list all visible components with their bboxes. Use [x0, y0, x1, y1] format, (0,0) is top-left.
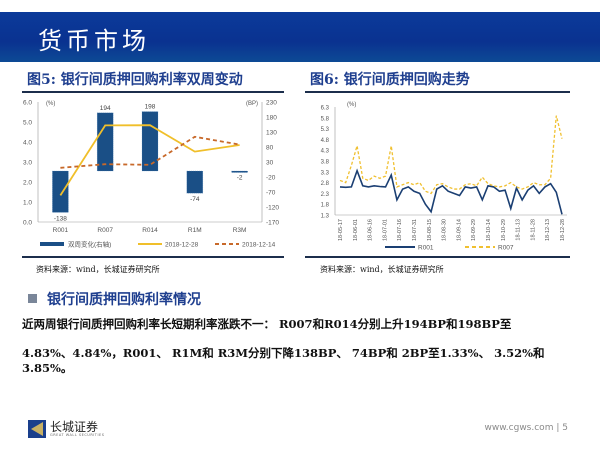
logo-mark-icon: [28, 420, 46, 438]
y-tick-label: 6.3: [321, 106, 330, 112]
left-tick-label: 6.0: [23, 100, 32, 107]
x-tick-label: 18-06-01: [353, 219, 359, 241]
bar-R1M: [186, 170, 204, 194]
page-title: 货币市场: [38, 27, 150, 55]
category-label: R007: [97, 227, 113, 234]
legend-bar-swatch: [40, 242, 64, 246]
figure6-top-rule: [305, 91, 570, 93]
x-tick-label: 18-05-17: [338, 219, 344, 241]
right-tick-label: 30: [266, 160, 274, 167]
x-tick-label: 18-12-13: [545, 219, 551, 241]
figure5-bottom-rule: [22, 256, 284, 258]
left-tick-label: 2.0: [23, 180, 32, 187]
x-tick-label: 18-11-13: [516, 219, 522, 241]
bar-R3M: [231, 170, 248, 173]
category-label: R3M: [233, 227, 247, 234]
line-series-2018-12-28: [59, 124, 240, 196]
figure5-source: 资料来源：wind，长城证券研究所: [36, 265, 160, 274]
y-tick-label: 1.3: [321, 214, 330, 220]
left-tick-label: 1.0: [23, 200, 32, 207]
left-unit-label: (%): [46, 101, 55, 107]
right-tick-label: 80: [266, 145, 274, 152]
x-tick-label: 18-07-01: [382, 219, 388, 241]
footer-url: www.cgws.com | 5: [485, 423, 568, 433]
logo-subtext: GREAT WALL SECURITIES: [50, 433, 105, 437]
bar-R007: [96, 112, 114, 172]
figure6-chart: 1.3 1.8 2.3 2.8 3.3 3.8 4.3 4.8 5.3 5.8 6.3 (%) 18-0…: [321, 102, 567, 252]
y-tick-label: 4.8: [321, 138, 330, 144]
legend-label: R007: [498, 245, 514, 252]
left-tick-label: 4.0: [23, 140, 32, 147]
logo-text: 长城证券: [50, 420, 99, 434]
figure5-title: 图5: 银行间质押回购利率双周变动: [27, 72, 243, 88]
right-tick-label: 230: [266, 100, 277, 107]
legend-label: 2018-12-14: [242, 242, 276, 249]
x-tick-label: 18-10-14: [486, 219, 492, 241]
bar-data-label: 198: [145, 104, 156, 111]
bullet-square-icon: [28, 294, 37, 303]
x-tick-label: 18-08-15: [427, 219, 433, 241]
section-heading: 银行间质押回购利率情况: [28, 289, 201, 309]
y-tick-label: 3.8: [321, 160, 330, 166]
right-tick-label: 180: [266, 115, 277, 122]
x-tick-label: 18-09-29: [471, 219, 477, 241]
right-tick-label: -120: [266, 205, 279, 212]
x-tick-label: 18-07-31: [412, 219, 418, 241]
left-tick-label: 5.0: [23, 120, 32, 127]
bar-R001: [52, 170, 69, 213]
right-tick-label: 130: [266, 130, 277, 137]
left-tick-label: 0.0: [23, 220, 32, 227]
unit-label: (%): [347, 102, 356, 108]
y-tick-label: 4.3: [321, 149, 330, 155]
right-tick-label: -170: [266, 220, 279, 227]
x-tick-label: 18-12-28: [560, 219, 566, 241]
figure6-title: 图6: 银行间质押回购走势: [310, 72, 470, 88]
x-tick-label: 18-11-28: [530, 219, 536, 241]
x-tick-label: 18-07-16: [397, 219, 403, 241]
line-series-R001: [339, 168, 563, 215]
legend-label: 双周变化(右轴): [68, 240, 111, 249]
x-tick-label: 18-08-30: [442, 219, 448, 241]
y-tick-label: 3.3: [321, 170, 330, 176]
paragraph-line-2: 4.83%、4.84%，R001、 R1M和 R3M分别下降138BP、 74B…: [22, 346, 545, 375]
category-label: R1M: [188, 227, 202, 234]
website-link[interactable]: www.cgws.com: [484, 423, 554, 433]
line-series-R007: [339, 115, 563, 195]
legend-label: 2018-12-28: [165, 242, 199, 249]
figure6-source: 资料来源：wind，长城证券研究所: [320, 265, 444, 274]
bar-data-label: -2: [237, 175, 243, 182]
legend-label: R001: [418, 245, 434, 252]
company-logo: 长城证券 GREAT WALL SECURITIES: [28, 420, 104, 438]
right-tick-label: -70: [266, 190, 276, 197]
section-heading-text: 银行间质押回购利率情况: [47, 292, 201, 308]
figure5-chart: 0.0 1.0 2.0 3.0 4.0 5.0 6.0 -170 -120 -70 -20 30 80 1…: [23, 100, 279, 249]
page-number: 5: [562, 423, 568, 433]
right-unit-label: (BP): [246, 101, 258, 107]
x-tick-label: 18-06-16: [368, 219, 374, 241]
bar-data-label: 194: [100, 105, 111, 112]
left-tick-label: 3.0: [23, 160, 32, 167]
y-tick-label: 5.3: [321, 127, 330, 133]
category-label: R001: [53, 227, 69, 234]
footer-separator: |: [556, 423, 560, 433]
y-tick-label: 1.8: [321, 203, 330, 209]
figure6-bottom-rule: [305, 256, 570, 258]
y-tick-label: 2.8: [321, 181, 330, 187]
x-tick-label: 18-09-14: [456, 219, 462, 241]
right-tick-label: -20: [266, 175, 276, 182]
bar-data-label: -138: [54, 215, 67, 222]
category-label: R014: [142, 227, 158, 234]
paragraph-line-1: 近两周银行间质押回购利率长短期利率涨跌不一： R007和R014分别上升194B…: [22, 317, 512, 331]
header-banner: 货币市场: [0, 12, 600, 62]
bar-data-label: -74: [190, 196, 200, 203]
y-tick-label: 5.8: [321, 116, 330, 122]
bar-R014: [141, 111, 159, 172]
y-tick-label: 2.3: [321, 192, 330, 198]
figure5-top-rule: [22, 91, 284, 93]
x-tick-label: 18-10-29: [501, 219, 507, 241]
line-series-2018-12-14: [60, 135, 240, 169]
